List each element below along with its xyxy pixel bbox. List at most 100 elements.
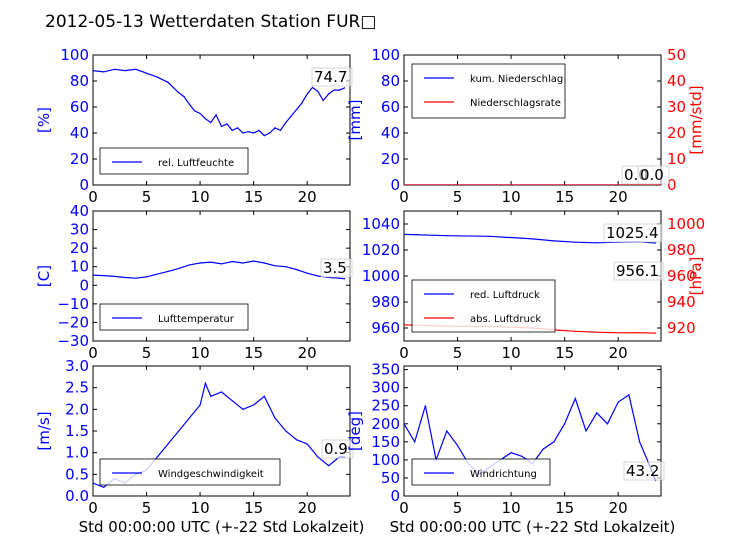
data-point (344, 87, 346, 89)
data-point (93, 274, 94, 276)
data-point (113, 275, 116, 277)
data-point (322, 99, 324, 102)
data-point (446, 235, 448, 237)
data-point (638, 441, 641, 443)
data-point (327, 465, 330, 467)
y-right-tick-label: 940 (667, 293, 696, 311)
data-point (414, 441, 416, 443)
data-point (638, 332, 641, 334)
x-tick-label: 0 (399, 344, 409, 362)
y-tick-label: 1.5 (65, 422, 89, 440)
data-point (295, 268, 298, 271)
data-point (263, 135, 265, 137)
data-point (279, 129, 281, 131)
data-point (93, 70, 94, 72)
figure-title: 2012-05-13 Wetterdaten Station FUR□ (45, 12, 376, 32)
data-point (231, 129, 233, 131)
x-tick-label: 15 (555, 188, 574, 206)
y-tick-label: 60 (70, 98, 89, 116)
x-tick-label: 20 (298, 344, 317, 362)
legend-label: Windgeschwindigkeit (158, 469, 264, 480)
data-point (183, 96, 185, 98)
x-tick-label: 10 (502, 188, 521, 206)
y-axis-label: [m/s] (35, 411, 53, 450)
x-tick-label: 20 (298, 188, 317, 206)
y-tick-label: 960 (371, 319, 400, 337)
y-tick-label: 0 (390, 487, 400, 505)
value-annotation-box (320, 258, 353, 278)
chart-panel-precipitation: 0 5 10 15 20 0 20 40 60 80 100 0 10 20 30 40 50 [mm] [mm/s… (346, 46, 705, 206)
data-point (194, 110, 196, 112)
x-tick-label: 15 (244, 344, 263, 362)
data-point (285, 122, 287, 124)
legend-label: rel. Luftfeuchte (158, 158, 234, 169)
y-tick-label: 1040 (362, 215, 400, 233)
x-tick-label: 5 (142, 188, 152, 206)
data-point (606, 423, 609, 425)
data-point (404, 324, 405, 326)
data-point (596, 331, 598, 333)
data-point (301, 102, 303, 104)
data-point (311, 86, 314, 89)
data-point (269, 132, 271, 134)
data-point (574, 397, 576, 400)
y-tick-label: 0 (390, 176, 400, 194)
value-annotation-box (311, 67, 353, 87)
y-tick-label: 60 (381, 98, 400, 116)
data-point (167, 81, 169, 83)
data-point (285, 430, 287, 432)
data-point (242, 132, 244, 134)
chart-panel-pressure: 0 5 10 15 20 960 980 1000 1020 1040 920 940 960 980 10… (362, 210, 705, 362)
x-tick-label: 20 (609, 499, 628, 517)
value-annotation: 3.5 (323, 259, 347, 277)
data-point (617, 401, 619, 403)
data-point (660, 184, 661, 185)
y-tick-label: −30 (57, 332, 89, 350)
y-tick-label: 1000 (362, 267, 400, 285)
data-point (510, 452, 512, 454)
data-point (210, 395, 212, 397)
y-right-tick-label: 0 (667, 176, 677, 194)
x-tick-label: 20 (298, 499, 317, 517)
y-right-tick-label: 960 (667, 267, 696, 285)
x-tick-label: 15 (555, 499, 574, 517)
data-point (188, 417, 190, 419)
y-tick-label: 100 (60, 46, 89, 64)
data-point (327, 93, 330, 95)
x-tick-label: 5 (142, 344, 152, 362)
data-point (274, 265, 276, 267)
y-tick-label: 80 (70, 72, 89, 90)
data-point (226, 123, 228, 125)
y-right-tick-label: 30 (667, 98, 686, 116)
y-tick-label: 300 (371, 379, 400, 397)
data-point (188, 103, 190, 105)
x-axis-label: Std 00:00:00 UTC (+-22 Std Lokalzeit) (79, 518, 365, 536)
data-point (274, 417, 276, 419)
data-point (258, 129, 260, 131)
y-tick-label: 2.5 (65, 379, 89, 397)
y-axis-label: [C] (35, 265, 53, 287)
y-tick-label: 50 (381, 469, 400, 487)
data-point (135, 68, 137, 70)
value-annotation: 956.1 (616, 262, 659, 280)
data-point (231, 400, 233, 402)
y-tick-label: 40 (70, 124, 89, 142)
legend-box (411, 63, 566, 119)
data-point (521, 455, 523, 457)
value-annotation-box (623, 461, 665, 481)
legend-label: abs. Luftdruck (470, 314, 541, 325)
data-point (236, 127, 239, 129)
data-point (333, 89, 335, 91)
data-point (317, 456, 319, 458)
x-tick-label: 5 (142, 499, 152, 517)
y-tick-label: 10 (70, 258, 89, 276)
data-point (210, 122, 212, 124)
data-point (93, 482, 94, 484)
data-point (404, 184, 405, 185)
legend-box (99, 458, 281, 486)
data-point (404, 423, 405, 425)
y-tick-label: 20 (70, 239, 89, 257)
data-point (617, 332, 619, 334)
data-point (585, 430, 587, 432)
